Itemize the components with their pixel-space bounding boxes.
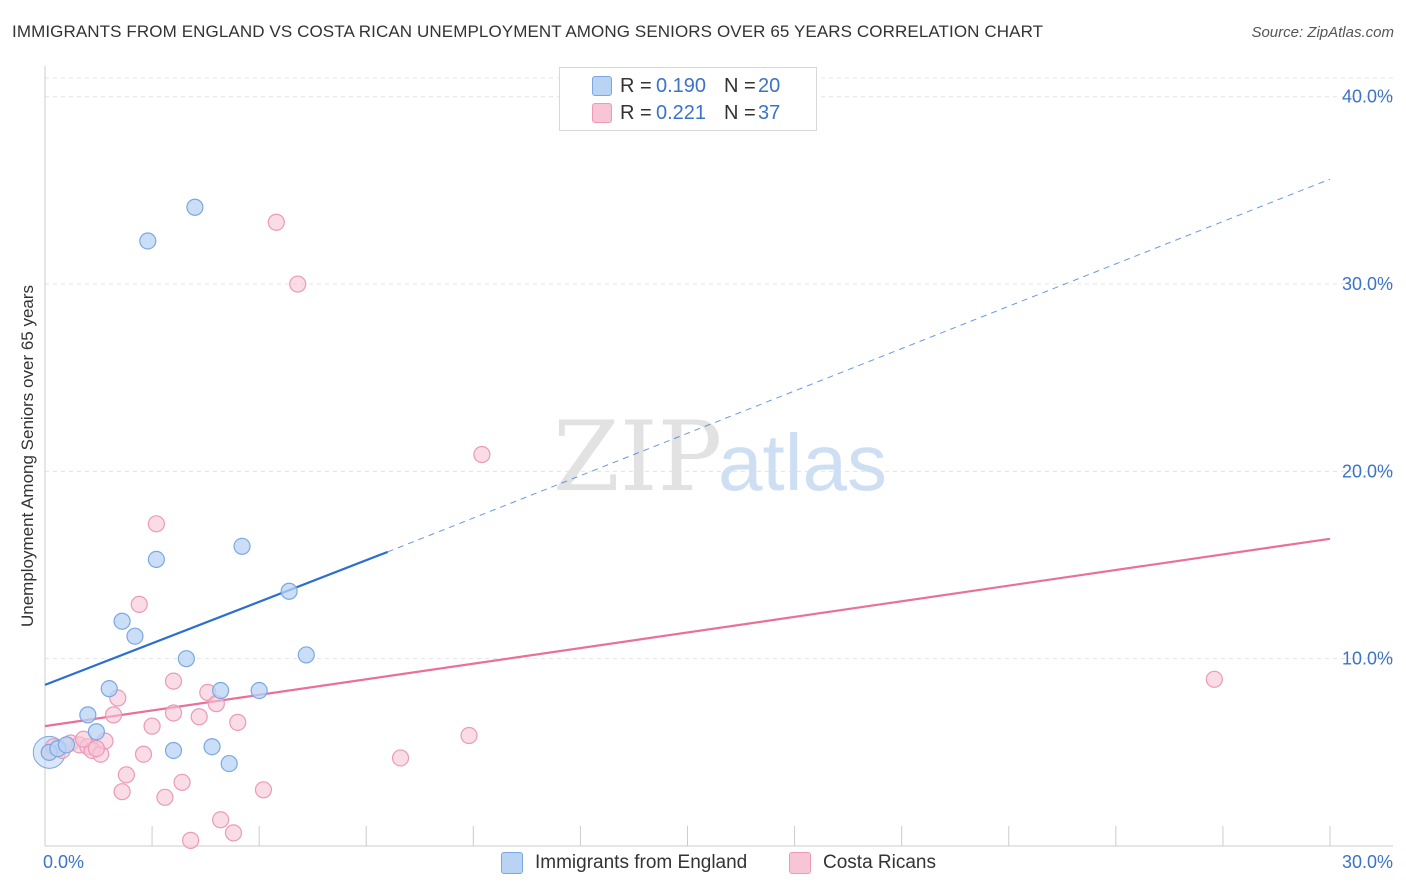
costa-ricans-point (391, 749, 410, 767)
england-point (212, 681, 230, 700)
england-point (126, 627, 144, 645)
costa-ricans-point (473, 445, 491, 464)
costa-ricans-point (164, 672, 183, 690)
chart-title: IMMIGRANTS FROM ENGLAND VS COSTA RICAN U… (12, 22, 1044, 41)
costa-ricans-point (267, 213, 285, 231)
england-trend-extension (387, 178, 1331, 553)
series-legend: Immigrants from England Costa Ricans (0, 852, 1406, 878)
costa-ricans-point (182, 831, 200, 849)
england-point (280, 582, 298, 600)
costa-ricans-point (74, 730, 93, 748)
costa-ricans-point (190, 708, 208, 726)
costa-ricans-point (134, 745, 153, 763)
legend-item-costa-ricans: Costa Ricans (789, 852, 936, 874)
costa-ricans-point (164, 704, 183, 722)
england-point (113, 612, 131, 630)
costa-ricans-point (229, 713, 247, 731)
england-point (147, 550, 165, 569)
y-tick-label: 40.0% (1342, 87, 1393, 107)
watermark: ZIP atlas (553, 401, 887, 513)
y-tick-label: 20.0% (1342, 461, 1393, 481)
england-point (186, 198, 204, 216)
costa-ricans-point (130, 595, 148, 613)
england-point (203, 738, 221, 756)
n-value: 20 (758, 74, 781, 97)
england-point (57, 736, 76, 754)
england-swatch (501, 852, 523, 874)
costa-ricans-point (87, 739, 106, 758)
costa-ricans-point (224, 824, 243, 842)
costa-ricans-point (117, 766, 135, 784)
watermark-zip: ZIP (553, 401, 722, 513)
legend-label: Costa Ricans (823, 852, 936, 873)
england-point (177, 650, 195, 668)
legend-item-england: Immigrants from England (501, 852, 747, 874)
england-point (100, 680, 118, 698)
england-point (79, 706, 97, 724)
r-value: 0.190 (656, 74, 707, 97)
costa-ricans-point (143, 717, 161, 735)
y-axis-title: Unemployment Among Seniors over 65 years (18, 285, 37, 627)
england-point (164, 741, 183, 760)
costa-ricans-point (1205, 670, 1223, 688)
source-label: Source: ZipAtlas.com (1251, 24, 1394, 41)
n-label: N = (724, 74, 756, 97)
y-tick-label: 10.0% (1342, 649, 1393, 669)
england-trend-line (44, 550, 389, 686)
x-tick-label: 0.0% (43, 852, 84, 872)
data-points (32, 198, 1223, 849)
legend-row-costa-rica: R = 0.221 N = 37 (592, 101, 781, 125)
r-value: 0.221 (656, 101, 707, 124)
axis-labels: Unemployment Among Seniors over 65 years… (18, 87, 1393, 872)
x-tick-label: 30.0% (1342, 852, 1393, 872)
costa-ricans-point (212, 811, 230, 829)
costa-ricans-point (173, 773, 191, 791)
r-label: R = (620, 101, 652, 124)
england-point (139, 232, 157, 250)
costa-ricans-point (156, 788, 174, 806)
y-tick-label: 30.0% (1342, 274, 1393, 294)
legend-row-england: R = 0.190 N = 20 (592, 74, 781, 98)
costa-ricans-point (113, 783, 131, 801)
costa-ricans-point (147, 515, 165, 533)
watermark-atlas: atlas (718, 418, 887, 507)
r-label: R = (620, 74, 652, 97)
axes (44, 66, 1393, 847)
england-point (220, 754, 238, 773)
costa-ricans-point (460, 726, 478, 745)
england-point (233, 537, 251, 555)
correlation-legend: R = 0.190 N = 20 R = 0.221 N = 37 (559, 67, 817, 131)
costa-ricans-point (289, 275, 307, 293)
costa-rica-swatch (592, 103, 612, 123)
n-value: 37 (758, 101, 781, 124)
costa-ricans-point (254, 781, 273, 799)
costa-ricans-point (104, 706, 123, 724)
n-label: N = (724, 101, 756, 124)
costa-ricans-swatch (789, 852, 811, 874)
legend-label: Immigrants from England (535, 852, 748, 873)
england-point (250, 681, 268, 700)
england-point (297, 646, 315, 664)
england-point (87, 723, 106, 741)
england-swatch (592, 76, 612, 96)
grid-lines (45, 77, 1393, 660)
costa-ricans-trend-line (44, 537, 1331, 728)
